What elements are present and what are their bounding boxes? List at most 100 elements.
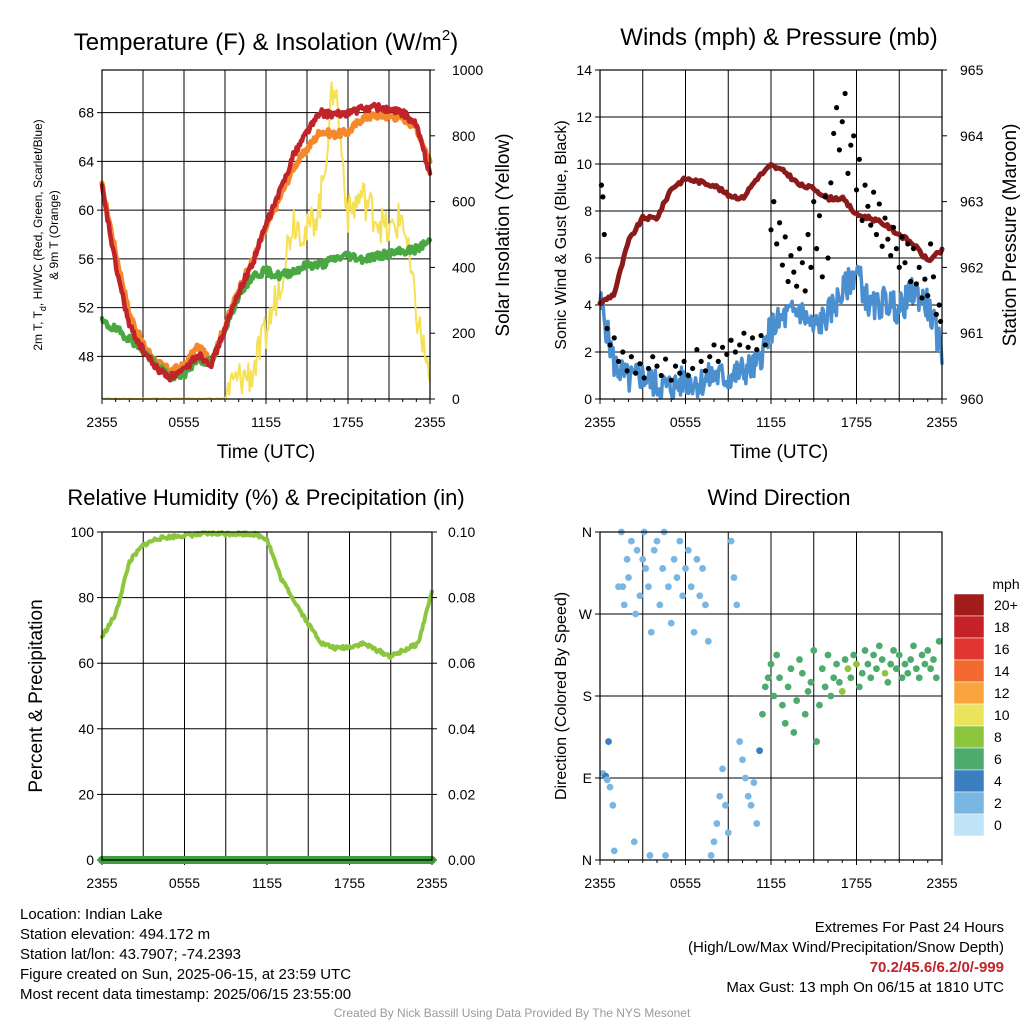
gust-point xyxy=(658,372,664,379)
y2-tick-label: 962 xyxy=(960,259,984,275)
x-tick-label: 1755 xyxy=(334,875,365,891)
direction-point xyxy=(747,801,755,809)
gust-point xyxy=(698,358,704,364)
direction-point xyxy=(744,792,752,800)
gust-point xyxy=(799,260,805,266)
x-tick-label: 1755 xyxy=(841,875,872,891)
x-tick-label: 1155 xyxy=(756,875,786,891)
gust-point xyxy=(908,278,914,285)
legend-label: 0 xyxy=(994,817,1002,833)
gust-point xyxy=(868,222,874,228)
gust-point xyxy=(925,293,931,299)
y-tick-label: E xyxy=(583,770,592,786)
direction-point xyxy=(620,601,628,609)
direction-point xyxy=(824,651,832,659)
y2-tick-label: 0.08 xyxy=(448,590,475,606)
pressure-line xyxy=(597,161,945,306)
gust-point xyxy=(641,375,647,381)
direction-point xyxy=(776,674,783,682)
legend-swatch xyxy=(953,747,985,771)
x-tick-label: 0555 xyxy=(168,414,199,430)
gust-point xyxy=(848,142,854,148)
direction-point xyxy=(781,719,789,727)
gust-point xyxy=(910,246,917,252)
y-tick-label: 60 xyxy=(78,655,94,671)
y2-tick-label: 0.06 xyxy=(448,655,475,671)
legend-title: mph xyxy=(992,576,1019,592)
direction-point xyxy=(710,838,718,846)
gust-point xyxy=(611,335,617,341)
direction-point xyxy=(733,601,741,609)
direction-point xyxy=(696,592,704,600)
direction-point xyxy=(801,710,809,718)
y-axis-label: Direction (Colored By Speed) xyxy=(553,592,570,800)
direction-point xyxy=(875,642,883,650)
gust-point xyxy=(808,264,814,270)
direction-point xyxy=(730,574,738,581)
plot-frame xyxy=(599,69,943,400)
direction-point xyxy=(861,647,869,654)
x-tick-label: 1155 xyxy=(251,414,281,430)
gust-point xyxy=(779,262,786,268)
x-tick-label: 1155 xyxy=(252,875,282,891)
y-tick-label: 0 xyxy=(584,391,592,407)
direction-point xyxy=(662,852,669,859)
gust-point xyxy=(662,356,669,362)
gust-point xyxy=(805,231,811,238)
gust-point xyxy=(831,130,837,137)
y-axis-label-line2: & 9m T (Orange) xyxy=(47,190,61,280)
y-tick-label: 40 xyxy=(78,721,94,737)
direction-point xyxy=(704,637,712,645)
gust-point xyxy=(811,199,817,205)
direction-point xyxy=(850,651,858,659)
chart-title: Winds (mph) & Pressure (mb) xyxy=(620,24,937,51)
gust-point xyxy=(771,199,777,205)
gust-point xyxy=(836,147,843,153)
direction-point xyxy=(878,656,886,663)
y2-tick-label: 0.00 xyxy=(448,852,475,868)
direction-point xyxy=(722,801,729,809)
gust-point xyxy=(776,220,783,226)
direction-point xyxy=(627,537,635,545)
y-tick-label: 8 xyxy=(584,203,592,219)
x-tick-label: 0555 xyxy=(670,414,701,430)
gust-point xyxy=(871,189,877,195)
direction-point xyxy=(790,729,798,736)
direction-point xyxy=(619,583,627,591)
direction-point xyxy=(699,565,706,572)
gust-point xyxy=(816,213,823,219)
x-tick-label: 1755 xyxy=(332,414,363,430)
y2-tick-label: 200 xyxy=(452,325,476,341)
y-tick-label: S xyxy=(583,688,592,704)
y-tick-label: N xyxy=(582,524,592,540)
gust-point xyxy=(839,119,845,125)
legend-swatch xyxy=(953,681,985,705)
direction-point xyxy=(907,656,915,663)
direction-point xyxy=(606,783,614,791)
y-tick-label: 64 xyxy=(78,153,94,169)
gust-point xyxy=(822,194,828,200)
panel-2: 2355 0555 1155 1755 2355 0 2 4 6 8 10 12 14 960 961 962… xyxy=(553,24,1021,463)
direction-point xyxy=(807,678,815,686)
chart-title: Temperature (F) & Insolation (W/m2) xyxy=(74,27,458,56)
direction-point xyxy=(682,565,689,572)
y-axis-label: Percent & Precipitation xyxy=(26,599,47,792)
y2-tick-label: 964 xyxy=(960,128,984,144)
meteogram-figure: 2355 0555 1155 1755 235548525660646802004006… xyxy=(26,24,1021,891)
direction-point xyxy=(890,647,897,654)
solar-insolation-line xyxy=(101,81,431,400)
direction-point xyxy=(813,738,820,745)
direction-point xyxy=(864,660,872,668)
gust-point xyxy=(802,288,808,294)
gust-point xyxy=(919,295,925,301)
y2-tick-label: 0.04 xyxy=(448,721,475,737)
legend-label: 16 xyxy=(994,641,1010,657)
direction-point xyxy=(915,674,923,682)
direction-point xyxy=(636,592,644,600)
gust-point xyxy=(873,231,880,238)
direction-point xyxy=(847,674,855,682)
direction-point xyxy=(713,820,721,827)
direction-point xyxy=(687,583,695,591)
gust-point xyxy=(791,269,797,275)
